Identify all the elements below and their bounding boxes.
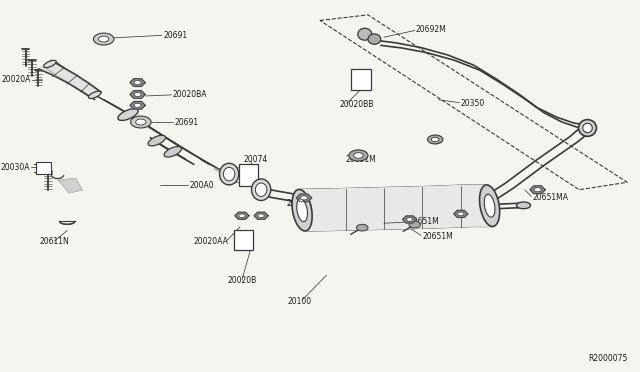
- Ellipse shape: [164, 147, 182, 157]
- Polygon shape: [130, 91, 145, 98]
- Circle shape: [131, 116, 151, 128]
- Text: 20651M: 20651M: [422, 232, 453, 241]
- Text: 20651M: 20651M: [346, 155, 376, 164]
- Ellipse shape: [118, 109, 138, 121]
- Text: 20030A: 20030A: [1, 163, 30, 172]
- Circle shape: [239, 214, 245, 218]
- Polygon shape: [235, 212, 249, 219]
- Ellipse shape: [479, 185, 500, 227]
- Circle shape: [99, 36, 109, 42]
- Text: 20695: 20695: [287, 199, 311, 208]
- Text: 20651M: 20651M: [408, 217, 439, 226]
- Ellipse shape: [223, 167, 235, 181]
- Text: 20611N: 20611N: [40, 237, 69, 246]
- Bar: [234, 230, 253, 250]
- Circle shape: [134, 103, 141, 107]
- Text: 20350: 20350: [461, 99, 485, 108]
- Ellipse shape: [484, 194, 495, 217]
- Circle shape: [136, 119, 146, 125]
- Circle shape: [428, 135, 443, 144]
- Ellipse shape: [368, 34, 381, 44]
- Circle shape: [406, 218, 413, 221]
- Polygon shape: [254, 212, 268, 219]
- Polygon shape: [454, 210, 468, 218]
- Circle shape: [458, 212, 464, 216]
- Ellipse shape: [516, 202, 531, 209]
- Ellipse shape: [220, 163, 239, 185]
- Polygon shape: [130, 102, 145, 109]
- Circle shape: [409, 221, 420, 228]
- Text: 20692M: 20692M: [416, 25, 447, 34]
- Bar: [351, 69, 371, 90]
- Polygon shape: [302, 185, 490, 231]
- Text: 20691: 20691: [163, 31, 188, 40]
- Ellipse shape: [297, 199, 307, 222]
- Circle shape: [431, 137, 439, 142]
- Text: 20074: 20074: [243, 155, 268, 164]
- Ellipse shape: [44, 60, 56, 68]
- Circle shape: [301, 196, 307, 200]
- Text: 20020BB: 20020BB: [339, 100, 374, 109]
- Text: 20020AA: 20020AA: [194, 237, 228, 246]
- Circle shape: [356, 224, 368, 231]
- Circle shape: [134, 81, 141, 84]
- Polygon shape: [530, 186, 545, 193]
- Ellipse shape: [583, 123, 593, 132]
- Polygon shape: [59, 179, 82, 193]
- Circle shape: [258, 214, 264, 218]
- Bar: [239, 164, 258, 186]
- Text: 20020B: 20020B: [227, 276, 257, 285]
- Ellipse shape: [292, 189, 312, 231]
- Ellipse shape: [148, 135, 166, 146]
- Circle shape: [93, 33, 114, 45]
- Text: 200A0: 200A0: [189, 181, 214, 190]
- Polygon shape: [403, 216, 417, 223]
- Circle shape: [354, 153, 364, 158]
- Ellipse shape: [255, 183, 267, 196]
- Text: 20020BA: 20020BA: [173, 90, 207, 99]
- Polygon shape: [38, 60, 101, 100]
- Text: 20100: 20100: [288, 297, 312, 306]
- Polygon shape: [130, 79, 145, 86]
- Text: 20691: 20691: [174, 118, 198, 126]
- Text: R2000075: R2000075: [588, 355, 627, 363]
- Text: 20651MA: 20651MA: [532, 193, 568, 202]
- Ellipse shape: [252, 179, 271, 201]
- Circle shape: [134, 93, 141, 96]
- Ellipse shape: [579, 119, 596, 136]
- Circle shape: [534, 188, 541, 192]
- Circle shape: [349, 150, 368, 161]
- Ellipse shape: [358, 28, 372, 40]
- Polygon shape: [296, 194, 312, 202]
- Ellipse shape: [88, 91, 101, 99]
- Text: 20020A: 20020A: [1, 76, 31, 84]
- Bar: [36, 162, 51, 174]
